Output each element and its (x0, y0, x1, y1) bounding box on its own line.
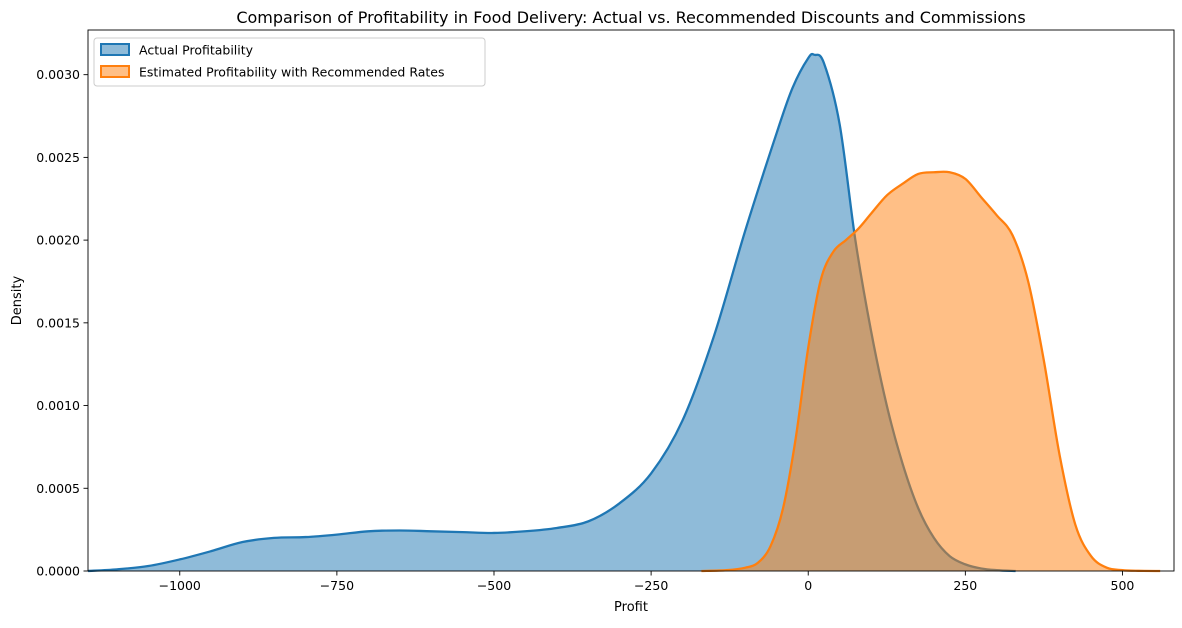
x-axis-label: Profit (614, 600, 648, 615)
chart-title: Comparison of Profitability in Food Deli… (236, 8, 1025, 27)
x-tick-label: −1000 (159, 578, 201, 593)
legend-swatch-actual (100, 43, 130, 56)
legend-swatch-estimated (100, 65, 130, 78)
y-tick-label: 0.0020 (36, 233, 80, 248)
x-tick-label: 0 (804, 578, 812, 593)
y-tick-label: 0.0000 (36, 564, 80, 579)
density-area-actual (88, 54, 1016, 571)
x-tick-label: 500 (1111, 578, 1135, 593)
density-line-estimated (701, 170, 1161, 573)
y-axis-ticks: 0.0000 0.0005 0.0010 0.0015 0.0020 0.0025 0.00… (36, 67, 88, 579)
axes-frame (87, 29, 1175, 572)
y-tick-label: 0.0030 (36, 67, 80, 82)
y-axis-label: Density (10, 275, 25, 325)
y-tick-label: 0.0005 (36, 481, 80, 496)
legend-label-actual: Actual Profitability (139, 43, 254, 58)
legend-label-estimated: Estimated Profitability with Recommended… (139, 65, 445, 80)
legend-frame (93, 37, 486, 87)
x-tick-label: −250 (634, 578, 668, 593)
density-area-estimated (701, 171, 1161, 571)
x-tick-label: −500 (477, 578, 511, 593)
y-tick-label: 0.0015 (36, 315, 80, 330)
y-tick-label: 0.0010 (36, 398, 80, 413)
x-axis-ticks: −1000 −750 −500 −250 0 250 500 (159, 571, 1135, 593)
series-layer (87, 52, 1161, 573)
x-tick-label: −750 (320, 578, 354, 593)
legend: Actual Profitability Estimated Profitabi… (93, 37, 486, 87)
x-tick-label: 250 (953, 578, 977, 593)
y-tick-label: 0.0025 (36, 150, 80, 165)
